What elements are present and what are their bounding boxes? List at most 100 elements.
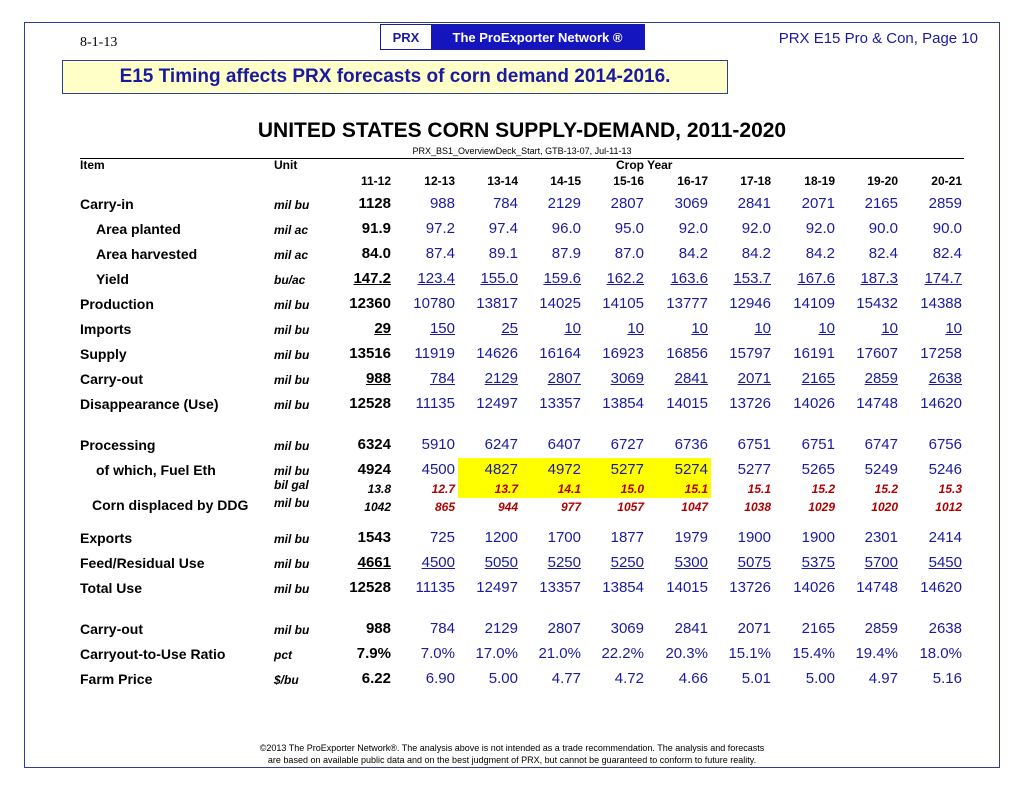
table-cell: 13.8 <box>367 482 391 496</box>
table-cell: 2859 <box>864 620 898 637</box>
table-cell: 725 <box>429 529 455 546</box>
table-cell: 147.2 <box>353 270 391 287</box>
table-cell: 11919 <box>414 345 455 362</box>
table-cell: 87.9 <box>551 245 581 262</box>
table-cell: 1700 <box>547 529 581 546</box>
table-cell: 5.00 <box>805 670 835 687</box>
row-label: Carry-in <box>80 196 134 212</box>
year-header: 12-13 <box>424 174 455 188</box>
table-cell: 2638 <box>928 620 962 637</box>
row-unit: mil bu <box>274 623 310 637</box>
table-cell: 5250 <box>547 554 581 571</box>
table-cell: 6.22 <box>361 670 391 687</box>
table-cell: 4.77 <box>551 670 581 687</box>
row-label: Feed/Residual Use <box>80 555 205 571</box>
table-cell: 1200 <box>484 529 518 546</box>
table-cell: 13777 <box>666 295 708 312</box>
table-cell: 784 <box>492 195 518 212</box>
table-cell: 6747 <box>864 436 898 453</box>
table-cell: 5265 <box>801 461 835 478</box>
row-unit: mil bu <box>274 582 310 596</box>
page-reference: PRX E15 Pro & Con, Page 10 <box>778 30 978 47</box>
column-header-item: Item <box>80 158 105 172</box>
table-cell: 6736 <box>674 436 708 453</box>
headline-box: E15 Timing affects PRX forecasts of corn… <box>62 60 728 94</box>
table-cell: 2859 <box>928 195 962 212</box>
year-header: 14-15 <box>550 174 581 188</box>
table-cell: 5700 <box>864 554 898 571</box>
table-cell: 14026 <box>793 579 835 596</box>
table-cell: 1900 <box>737 529 771 546</box>
table-cell: 25 <box>501 320 518 337</box>
table-cell: 2129 <box>484 370 518 387</box>
table-cell: 1057 <box>617 500 644 514</box>
table-cell: 12528 <box>349 395 391 412</box>
table-cell: 2859 <box>864 370 898 387</box>
table-cell: 10780 <box>413 295 455 312</box>
table-cell: 18.0% <box>919 645 962 662</box>
table-cell: 92.0 <box>678 220 708 237</box>
row-unit: mil bu <box>274 198 310 212</box>
table-cell: 1042 <box>364 500 391 514</box>
row-unit: mil bu <box>274 348 310 362</box>
year-header: 13-14 <box>487 174 518 188</box>
table-cell: 1029 <box>808 500 835 514</box>
table-cell: 988 <box>429 195 455 212</box>
table-cell: 22.2% <box>601 645 644 662</box>
year-header: 19-20 <box>867 174 898 188</box>
footer-line-1: ©2013 The ProExporter Network®. The anal… <box>259 743 765 753</box>
table-cell: 7.9% <box>356 645 391 662</box>
table-cell: 2301 <box>864 529 898 546</box>
headline-text: E15 Timing affects PRX forecasts of corn… <box>119 66 671 87</box>
year-header: 18-19 <box>804 174 835 188</box>
table-cell: 15.3 <box>938 482 962 496</box>
table-cell: 5050 <box>484 554 518 571</box>
table-cell: 1900 <box>801 529 835 546</box>
table-cell: 13726 <box>729 395 771 412</box>
row-label: Area harvested <box>96 246 198 262</box>
table-cell: 11135 <box>415 395 456 412</box>
table-cell: 5250 <box>610 554 644 571</box>
table-cell: 5249 <box>864 461 898 478</box>
table-cell: 163.6 <box>670 270 708 287</box>
table-cell: 2165 <box>801 620 835 637</box>
table-cell: 82.4 <box>868 245 898 262</box>
table-cell: 17.0% <box>475 645 518 662</box>
footer-disclaimer: ©2013 The ProExporter Network®. The anal… <box>0 742 1024 766</box>
table-cell: 174.7 <box>924 270 962 287</box>
row-unit: mil bu <box>274 464 310 478</box>
table-cell: 5910 <box>421 436 455 453</box>
table-cell: 21.0% <box>538 645 581 662</box>
table-cell: 3069 <box>674 195 708 212</box>
table-cell: 16923 <box>602 345 644 362</box>
row-unit: pct <box>274 648 292 662</box>
table-cell: 96.0 <box>551 220 581 237</box>
table-cell: 6324 <box>357 436 391 453</box>
table-cell: 10 <box>945 320 962 337</box>
table-cell: 14620 <box>920 579 962 596</box>
row-label: Yield <box>96 271 129 287</box>
table-cell: 1038 <box>744 500 771 514</box>
table-cell: 90.0 <box>868 220 898 237</box>
table-cell: 988 <box>365 370 391 387</box>
table-cell: 12360 <box>349 295 391 312</box>
table-cell: 14.1 <box>557 482 581 496</box>
table-cell: 1128 <box>358 195 391 212</box>
table-cell: 2129 <box>547 195 581 212</box>
row-unit: mil ac <box>274 223 309 237</box>
table-cell: 6751 <box>801 436 835 453</box>
row-label: Carryout-to-Use Ratio <box>80 646 226 662</box>
year-header: 15-16 <box>613 174 644 188</box>
row-label: Carry-out <box>80 621 144 637</box>
table-cell: 784 <box>429 370 455 387</box>
year-header: 20-21 <box>931 174 962 188</box>
table-cell: 4972 <box>547 461 581 478</box>
table-cell: 4.72 <box>614 670 644 687</box>
table-cell: 1020 <box>871 500 898 514</box>
table-cell: 15.2 <box>811 482 835 496</box>
table-cell: 5.16 <box>932 670 962 687</box>
table-cell: 10 <box>691 320 708 337</box>
table-cell: 87.4 <box>425 245 455 262</box>
table-cell: 10 <box>881 320 898 337</box>
row-unit: mil bu <box>274 557 310 571</box>
